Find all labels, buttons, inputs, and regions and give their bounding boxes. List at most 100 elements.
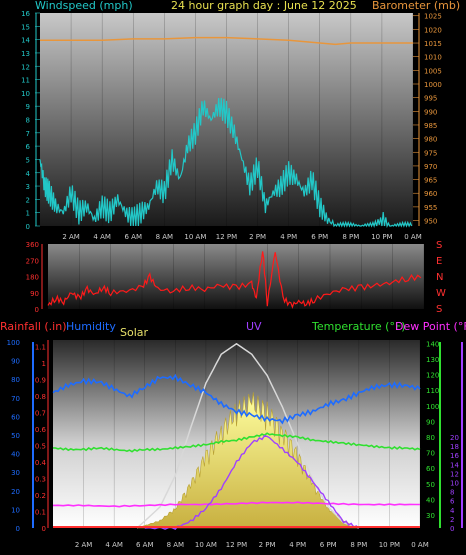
barometer-tick-label: 950	[424, 218, 437, 226]
x-tick-label: 8 AM	[167, 541, 185, 549]
temperature-tick-label: 130	[426, 356, 439, 364]
rainfall-tick-label: 0.4	[35, 459, 47, 467]
barometer-tick-label: 955	[424, 204, 437, 212]
uv-axis-title: UV	[246, 320, 262, 333]
temperature-tick-label: 80	[426, 434, 435, 442]
windspeed-tick-label: 16	[21, 10, 30, 18]
dewpoint-tick-label: 2	[450, 516, 454, 524]
x-tick-label: 10 PM	[371, 233, 392, 241]
dewpoint-tick-label: 4	[450, 507, 455, 515]
windspeed-tick-label: 6	[26, 143, 31, 151]
direction-tick-label: 90	[30, 290, 39, 298]
windspeed-tick-label: 12	[21, 63, 30, 71]
rainfall-tick-label: 0.9	[35, 377, 46, 385]
humidity-tick-label: 30	[11, 469, 20, 477]
direction-tick-label: 360	[26, 241, 39, 249]
x-tick-label: 0 AM	[404, 233, 422, 241]
humidity-tick-label: 90	[11, 358, 20, 366]
x-tick-label: 8 PM	[350, 541, 367, 549]
dewpoint-line	[52, 501, 420, 508]
dewpoint-tick-label: 12	[450, 470, 459, 478]
barometer-tick-label: 985	[424, 122, 437, 130]
x-tick-label: 10 PM	[379, 541, 400, 549]
humidity-tick-label: 50	[11, 432, 20, 440]
barometer-line	[40, 36, 413, 46]
barometer-tick-label: 1000	[424, 81, 442, 89]
x-tick-label: 4 AM	[93, 233, 111, 241]
barometer-tick-label: 1020	[424, 26, 442, 34]
barometer-tick-label: 970	[424, 163, 437, 171]
barometer-tick-label: 975	[424, 149, 437, 157]
humidity-tick-label: 60	[11, 413, 20, 421]
uv-line	[144, 434, 360, 530]
humidity-tick-label: 0	[16, 525, 20, 533]
windspeed-tick-label: 0	[26, 223, 30, 231]
temperature-tick-label: 100	[426, 403, 439, 411]
direction-tick-label: 180	[26, 274, 39, 282]
x-tick-label: 2 PM	[249, 233, 266, 241]
windspeed-tick-label: 4	[26, 170, 31, 178]
rainfall-tick-label: 0.8	[35, 393, 46, 401]
x-tick-label: 6 PM	[320, 541, 337, 549]
rainfall-tick-label: 0.1	[35, 509, 46, 517]
graph-title: 24 hour graph day : June 12 2025	[171, 0, 357, 12]
temperature-axis-title: Temperature (°F)	[311, 320, 406, 333]
windspeed-tick-label: 5	[26, 156, 30, 164]
windspeed-tick-label: 14	[21, 37, 30, 45]
barometer-tick-label: 1010	[424, 54, 442, 62]
temperature-line	[52, 432, 421, 453]
barometer-tick-label: 980	[424, 136, 437, 144]
windspeed-tick-label: 10	[21, 90, 30, 98]
dewpoint-tick-label: 16	[450, 452, 459, 460]
x-tick-label: 6 AM	[124, 233, 142, 241]
clear-sky-solar-line	[136, 342, 360, 529]
x-tick-label: 2 AM	[62, 233, 80, 241]
temperature-tick-label: 120	[426, 372, 439, 380]
temperature-tick-label: 40	[426, 496, 435, 504]
rainfall-axis-title: Rainfall (.in)	[0, 320, 67, 333]
compass-label: S	[436, 304, 442, 315]
temperature-tick-label: 110	[426, 387, 439, 395]
x-tick-label: 6 AM	[136, 541, 154, 549]
dewpoint-tick-label: 18	[450, 443, 459, 451]
solar-axis-title: Solar	[120, 326, 149, 339]
humidity-tick-label: 80	[11, 376, 20, 384]
dewpoint-tick-label: 10	[450, 480, 459, 488]
temperature-tick-label: 70	[426, 450, 435, 458]
windspeed-line	[39, 97, 413, 229]
humidity-tick-label: 70	[11, 395, 20, 403]
barometer-tick-label: 995	[424, 95, 437, 103]
x-tick-label: 4 PM	[289, 541, 306, 549]
dewpoint-tick-label: 6	[450, 498, 455, 506]
x-tick-label: 2 AM	[75, 541, 93, 549]
direction-tick-label: 270	[26, 257, 39, 265]
rainfall-tick-label: 0.2	[35, 492, 46, 500]
wind-direction-line	[47, 251, 422, 309]
rainfall-tick-label: 1.1	[35, 344, 46, 352]
dewpoint-tick-label: 14	[450, 461, 459, 469]
humidity-line	[52, 373, 421, 425]
humidity-tick-label: 100	[7, 339, 20, 347]
x-tick-label: 6 PM	[311, 233, 328, 241]
dewpoint-tick-label: 0	[450, 525, 454, 533]
barometer-tick-label: 1025	[424, 13, 442, 21]
compass-label: S	[436, 240, 442, 251]
humidity-tick-label: 20	[11, 488, 20, 496]
rainfall-tick-label: 0.3	[35, 476, 46, 484]
x-tick-label: 4 AM	[105, 541, 123, 549]
x-tick-label: 4 PM	[280, 233, 297, 241]
rainfall-tick-label: 0.7	[35, 410, 46, 418]
windspeed-axis-title: Windspeed (mph)	[35, 0, 133, 12]
rainfall-tick-label: 1	[42, 360, 46, 368]
temperature-tick-label: 60	[426, 465, 435, 473]
barometer-tick-label: 990	[424, 108, 437, 116]
windspeed-tick-label: 1	[26, 210, 30, 218]
compass-label: W	[436, 288, 446, 299]
barometer-tick-label: 965	[424, 177, 437, 185]
dewpoint-tick-label: 8	[450, 489, 454, 497]
direction-plot-area	[48, 244, 424, 309]
dewpoint-axis-title: Dew Point (°F)	[395, 320, 466, 333]
temperature-tick-label: 140	[426, 340, 439, 348]
barometer-tick-label: 960	[424, 190, 437, 198]
